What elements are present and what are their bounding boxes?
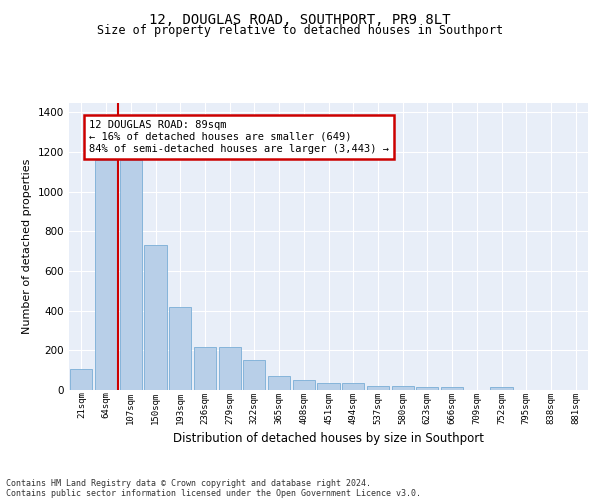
Bar <box>145 246 167 390</box>
Bar <box>243 360 265 390</box>
Bar <box>70 369 92 390</box>
Bar <box>490 387 512 390</box>
Bar <box>119 160 142 390</box>
Text: 12 DOUGLAS ROAD: 89sqm
← 16% of detached houses are smaller (649)
84% of semi-de: 12 DOUGLAS ROAD: 89sqm ← 16% of detached… <box>89 120 389 154</box>
X-axis label: Distribution of detached houses by size in Southport: Distribution of detached houses by size … <box>173 432 484 445</box>
Bar <box>169 307 191 390</box>
Bar <box>293 380 315 390</box>
Bar <box>194 347 216 390</box>
Bar <box>416 387 439 390</box>
Y-axis label: Number of detached properties: Number of detached properties <box>22 158 32 334</box>
Text: Size of property relative to detached houses in Southport: Size of property relative to detached ho… <box>97 24 503 37</box>
Bar <box>268 376 290 390</box>
Text: Contains HM Land Registry data © Crown copyright and database right 2024.: Contains HM Land Registry data © Crown c… <box>6 478 371 488</box>
Text: 12, DOUGLAS ROAD, SOUTHPORT, PR9 8LT: 12, DOUGLAS ROAD, SOUTHPORT, PR9 8LT <box>149 12 451 26</box>
Bar <box>441 387 463 390</box>
Bar <box>95 160 117 390</box>
Bar <box>392 386 414 390</box>
Bar <box>367 386 389 390</box>
Bar <box>317 384 340 390</box>
Text: Contains public sector information licensed under the Open Government Licence v3: Contains public sector information licen… <box>6 488 421 498</box>
Bar <box>342 384 364 390</box>
Bar <box>218 347 241 390</box>
